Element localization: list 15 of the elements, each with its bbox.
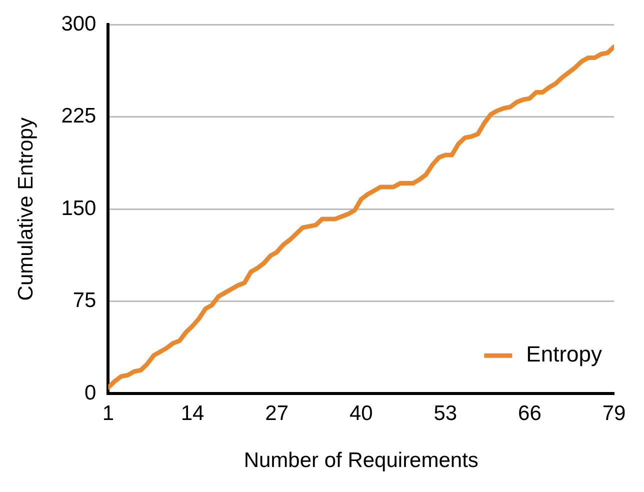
legend-label: Entropy <box>526 342 602 367</box>
x-tick-label: 14 <box>180 402 205 425</box>
y-axis-title: Cumulative Entropy <box>14 116 38 301</box>
x-tick-label: 79 <box>602 402 626 425</box>
y-tick-label: 225 <box>61 104 96 128</box>
y-tick-label: 75 <box>72 289 96 312</box>
x-tick-label: 27 <box>265 402 289 425</box>
x-tick-label: 53 <box>434 402 458 425</box>
x-tick-label: 66 <box>518 402 542 425</box>
x-tick-label: 1 <box>102 402 114 425</box>
y-tick-label: 0 <box>84 381 96 404</box>
y-tick-label: 300 <box>61 12 96 36</box>
x-axis-title: Number of Requirements <box>244 449 478 472</box>
y-tick-label: 150 <box>61 196 96 220</box>
x-tick-label: 40 <box>349 402 373 425</box>
